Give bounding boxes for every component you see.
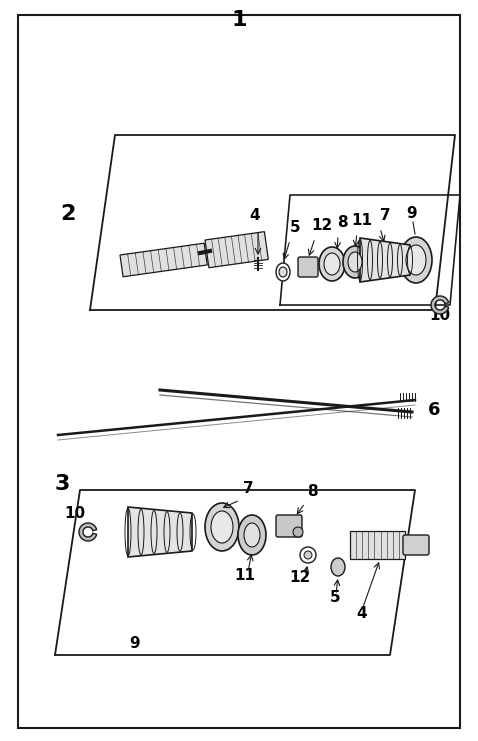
Text: 5: 5	[290, 220, 300, 235]
Ellipse shape	[238, 515, 266, 555]
Text: 11: 11	[235, 568, 256, 583]
Wedge shape	[79, 523, 97, 541]
Ellipse shape	[331, 558, 345, 576]
Text: 11: 11	[351, 213, 372, 228]
Ellipse shape	[319, 247, 345, 281]
FancyBboxPatch shape	[403, 535, 429, 555]
Text: 2: 2	[60, 204, 76, 224]
Ellipse shape	[406, 245, 426, 275]
Circle shape	[304, 551, 312, 559]
Text: 8: 8	[307, 484, 317, 499]
Text: 9: 9	[407, 206, 417, 221]
FancyBboxPatch shape	[276, 515, 302, 537]
Text: 12: 12	[289, 570, 311, 585]
Text: 1: 1	[231, 10, 247, 30]
Ellipse shape	[400, 237, 432, 283]
Text: 5: 5	[330, 590, 340, 605]
Ellipse shape	[343, 246, 367, 278]
Text: 8: 8	[337, 215, 348, 230]
Text: 4: 4	[357, 606, 367, 621]
Ellipse shape	[205, 503, 239, 551]
Polygon shape	[205, 232, 268, 268]
Polygon shape	[120, 243, 207, 277]
Polygon shape	[350, 531, 405, 559]
Ellipse shape	[324, 253, 340, 275]
Text: 7: 7	[243, 481, 253, 496]
Wedge shape	[431, 296, 449, 314]
FancyBboxPatch shape	[298, 257, 318, 277]
Text: 4: 4	[250, 208, 261, 223]
Text: 6: 6	[428, 401, 441, 419]
Text: 7: 7	[380, 208, 391, 223]
Text: 10: 10	[65, 506, 86, 521]
Ellipse shape	[279, 267, 287, 277]
Text: 12: 12	[311, 218, 333, 233]
Polygon shape	[128, 507, 192, 557]
Polygon shape	[360, 238, 410, 282]
Ellipse shape	[244, 523, 260, 547]
Ellipse shape	[348, 252, 362, 272]
Ellipse shape	[276, 263, 290, 281]
Circle shape	[293, 527, 303, 537]
Text: 3: 3	[55, 474, 70, 494]
Text: 10: 10	[429, 308, 451, 323]
Circle shape	[300, 547, 316, 563]
Text: 9: 9	[130, 636, 141, 651]
Ellipse shape	[211, 511, 233, 543]
